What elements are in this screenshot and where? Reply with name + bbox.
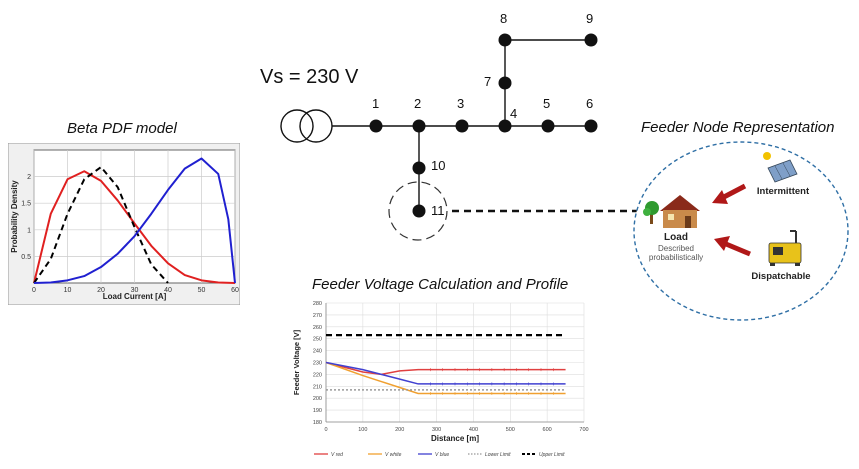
beta-x-tick: 40 xyxy=(164,287,172,294)
node-label-3: 3 xyxy=(457,96,464,111)
volt-x-tick: 0 xyxy=(324,427,327,433)
volt-x-tick: 400 xyxy=(469,427,478,433)
volt-y-tick: 280 xyxy=(313,301,322,307)
volt-y-tick: 210 xyxy=(313,384,322,390)
dispatchable-arrow xyxy=(714,236,751,257)
beta-y-tick: 0.5 xyxy=(21,254,31,261)
beta-y-tick: 1.5 xyxy=(21,201,31,208)
beta-series-2 xyxy=(33,166,169,284)
volt-y-tick: 180 xyxy=(313,420,322,426)
volt-y-tick: 250 xyxy=(313,337,322,343)
solar-panel-icon xyxy=(763,152,798,183)
load-desc-2: probabilistically xyxy=(649,253,703,262)
node-7 xyxy=(498,76,512,90)
volt-series-2 xyxy=(325,361,566,395)
volt-y-tick: 260 xyxy=(313,325,322,331)
transformer-icon xyxy=(280,109,314,143)
beta-pdf-title: Beta PDF model xyxy=(67,120,177,137)
intermittent-label: Intermittent xyxy=(757,186,810,197)
volt-legend-label: V white xyxy=(385,452,402,458)
feeder-node-title: Feeder Node Representation xyxy=(641,119,835,136)
tree-icon xyxy=(643,201,659,224)
voltage-profile-chart: 180 190 200 210 220 230 240 250 260 270 280 0 100 200… xyxy=(292,301,589,458)
beta-x-tick: 50 xyxy=(198,287,206,294)
source-voltage-label: Vs = 230 V xyxy=(260,66,359,88)
node-11-highlight xyxy=(388,181,448,241)
beta-x-tick: 0 xyxy=(32,287,36,294)
volt-y-tick: 230 xyxy=(313,361,322,367)
beta-y-tick: 2 xyxy=(27,174,31,181)
volt-y-tick: 270 xyxy=(313,313,322,319)
load-label: Load xyxy=(664,232,688,243)
volt-x-label: Distance [m] xyxy=(431,434,479,443)
beta-series-3 xyxy=(33,157,236,284)
node-10 xyxy=(412,161,426,175)
volt-y-tick: 190 xyxy=(313,408,322,414)
volt-legend-label: Lower Limit xyxy=(485,452,511,458)
node-9 xyxy=(584,33,598,47)
transformer-winding-icon xyxy=(299,109,333,143)
node-label-5: 5 xyxy=(543,96,550,111)
volt-y-tick: 220 xyxy=(313,372,322,378)
beta-series-1 xyxy=(33,170,236,284)
volt-x-tick: 700 xyxy=(579,427,588,433)
load-desc-1: Described xyxy=(658,244,694,253)
volt-series-3 xyxy=(325,361,566,385)
beta-y-label: Probability Density xyxy=(10,180,19,253)
volt-legend-label: V blue xyxy=(435,452,449,458)
node-2 xyxy=(412,119,426,133)
volt-x-tick: 500 xyxy=(506,427,515,433)
volt-y-label: Feeder Voltage [V] xyxy=(292,329,301,395)
node-label-7: 7 xyxy=(484,74,491,89)
volt-series-1 xyxy=(325,361,566,376)
node-3 xyxy=(455,119,469,133)
volt-x-tick: 100 xyxy=(358,427,367,433)
beta-y-tick: 1 xyxy=(27,227,31,234)
node-label-9: 9 xyxy=(586,11,593,26)
node-label-1: 1 xyxy=(372,96,379,111)
beta-x-tick: 30 xyxy=(131,287,139,294)
dispatchable-label: Dispatchable xyxy=(751,271,810,282)
volt-x-tick: 300 xyxy=(432,427,441,433)
node-label-10: 10 xyxy=(431,158,445,173)
beta-pdf-chart: 0 10 20 30 40 50 60 0.5 1 1.5 2 Load Current [A] Pro… xyxy=(8,143,240,305)
volt-legend-label: Upper Limit xyxy=(539,452,565,458)
volt-x-tick: 600 xyxy=(543,427,552,433)
volt-y-tick: 200 xyxy=(313,396,322,402)
node-representation-bubble xyxy=(633,141,849,321)
house-icon xyxy=(660,195,700,228)
beta-x-tick: 10 xyxy=(64,287,72,294)
node-4 xyxy=(498,119,512,133)
node-label-6: 6 xyxy=(586,96,593,111)
volt-legend-label: V red xyxy=(331,452,343,458)
beta-x-tick: 60 xyxy=(231,287,239,294)
node-label-11: 11 xyxy=(431,203,445,218)
node-label-2: 2 xyxy=(414,96,421,111)
generator-icon xyxy=(768,230,802,266)
node-label-8: 8 xyxy=(500,11,507,26)
voltage-profile-title: Feeder Voltage Calculation and Profile xyxy=(312,276,569,293)
node-6 xyxy=(584,119,598,133)
node-5 xyxy=(541,119,555,133)
node-8 xyxy=(498,33,512,47)
node-label-4: 4 xyxy=(510,106,517,121)
volt-y-tick: 240 xyxy=(313,349,322,355)
intermittent-arrow xyxy=(712,183,747,204)
volt-x-tick: 200 xyxy=(395,427,404,433)
node-1 xyxy=(369,119,383,133)
node-11 xyxy=(412,204,426,218)
beta-x-tick: 20 xyxy=(97,287,105,294)
beta-x-label: Load Current [A] xyxy=(103,292,167,301)
